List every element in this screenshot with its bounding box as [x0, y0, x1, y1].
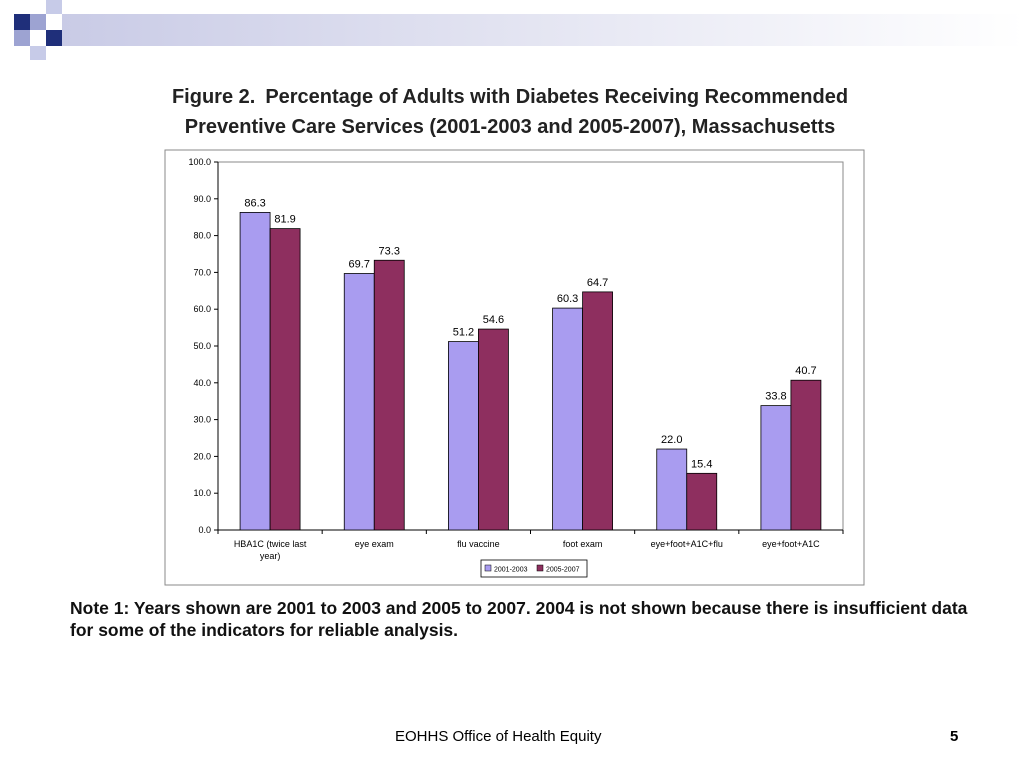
data-label: 40.7 — [795, 365, 816, 377]
legend-swatch — [484, 564, 492, 572]
data-label: 73.3 — [379, 245, 400, 257]
y-tick-label: 60.0 — [193, 304, 211, 314]
note-text: Note 1: Years shown are 2001 to 2003 and… — [70, 598, 968, 640]
title-line-1: Percentage of Adults with Diabetes Recei… — [265, 86, 849, 108]
y-tick-label: 10.0 — [193, 488, 211, 498]
decor-square — [30, 46, 46, 60]
bar-2001-2003 — [552, 307, 583, 531]
data-label: 33.8 — [765, 391, 786, 403]
y-tick-label: 70.0 — [193, 267, 211, 277]
y-tick-label: 20.0 — [193, 451, 211, 461]
decor-square — [14, 30, 30, 46]
y-tick-label: 90.0 — [193, 194, 211, 204]
bar-2005-2007 — [686, 472, 718, 531]
legend — [480, 559, 588, 578]
decor-square — [30, 14, 46, 30]
y-tick-label: 80.0 — [193, 231, 211, 241]
data-label: 22.0 — [661, 434, 682, 446]
y-tick-label: 40.0 — [193, 378, 211, 388]
data-label: 69.7 — [349, 259, 370, 271]
bar-2001-2003 — [239, 212, 271, 531]
bar-2005-2007 — [790, 379, 822, 531]
decor-square — [46, 30, 62, 46]
bar-2001-2003 — [760, 405, 792, 531]
x-tick-label: foot exam — [563, 539, 603, 549]
header-decor-band — [62, 14, 1024, 46]
y-tick-label: 50.0 — [193, 341, 211, 351]
figure-title: Figure 2. Percentage of Adults with Diabe… — [100, 82, 920, 142]
x-tick-label: eye+foot+A1C — [762, 539, 820, 549]
bar-2005-2007 — [582, 291, 613, 531]
y-tick-label: 0.0 — [198, 525, 211, 535]
x-tick-label: HBA1C (twice last — [234, 539, 307, 549]
bar-2001-2003 — [448, 341, 479, 531]
x-tick-label: eye+foot+A1C+flu — [651, 539, 723, 549]
legend-label: 2001-2003 — [494, 567, 528, 574]
y-tick-label: 100.0 — [188, 157, 211, 167]
plot-area — [217, 161, 844, 531]
data-label: 51.2 — [453, 327, 474, 339]
legend-label: 2005-2007 — [546, 567, 580, 574]
bar-2005-2007 — [373, 259, 405, 531]
bar-2005-2007 — [269, 228, 301, 531]
figure-label: Figure 2. — [171, 86, 256, 108]
x-tick-label: year) — [260, 551, 281, 561]
decor-square — [46, 0, 62, 14]
data-label: 15.4 — [691, 458, 712, 470]
footer-text: EOHHS Office of Health Equity — [395, 728, 602, 745]
data-label: 54.6 — [483, 314, 504, 326]
bar-2005-2007 — [478, 328, 509, 531]
bar-2001-2003 — [656, 448, 688, 531]
data-label: 64.7 — [587, 277, 608, 289]
decor-square — [14, 14, 30, 30]
bar-2001-2003 — [343, 273, 375, 531]
data-label: 86.3 — [244, 197, 265, 209]
x-tick-label: eye exam — [355, 539, 394, 549]
data-label: 60.3 — [557, 293, 578, 305]
legend-swatch — [536, 564, 544, 572]
title-line-2: Preventive Care Services (2001-2003 and … — [184, 116, 836, 138]
x-tick-label: flu vaccine — [457, 539, 500, 549]
page-number: 5 — [950, 728, 959, 745]
y-tick-label: 30.0 — [193, 415, 211, 425]
data-label: 81.9 — [274, 214, 295, 226]
